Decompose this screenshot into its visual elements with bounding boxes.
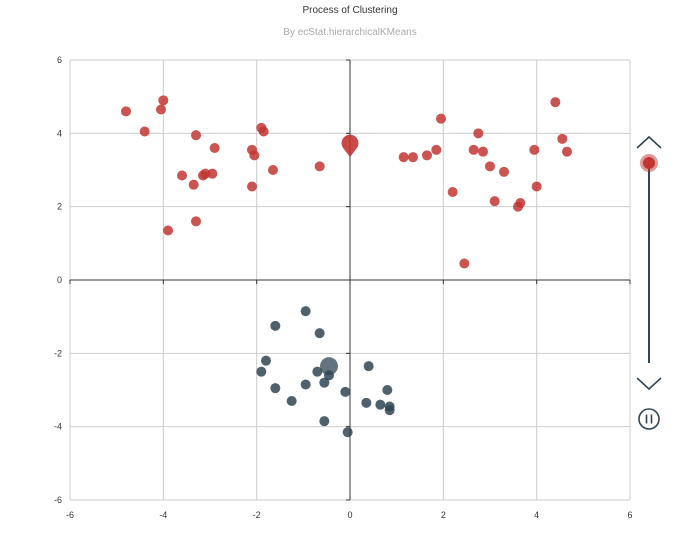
data-point bbox=[312, 366, 323, 377]
data-point bbox=[478, 146, 488, 157]
data-point bbox=[473, 128, 484, 139]
centroid-marker bbox=[341, 134, 359, 158]
data-point bbox=[447, 187, 458, 197]
data-point bbox=[163, 225, 173, 236]
data-point bbox=[207, 168, 218, 179]
data-point bbox=[270, 320, 281, 331]
data-point bbox=[557, 133, 568, 144]
x-tick-label: 2 bbox=[441, 510, 446, 520]
data-point bbox=[431, 144, 442, 155]
data-point bbox=[286, 396, 297, 406]
data-point bbox=[188, 179, 199, 190]
data-point bbox=[300, 379, 311, 390]
timeline-control bbox=[636, 135, 662, 430]
x-tick-label: 0 bbox=[347, 510, 352, 520]
y-tick-label: 4 bbox=[57, 128, 62, 138]
y-tick-label: 2 bbox=[57, 202, 62, 212]
chevron-up-icon[interactable] bbox=[636, 135, 662, 149]
data-points bbox=[121, 95, 572, 438]
y-tick-label: 6 bbox=[57, 55, 62, 65]
data-point bbox=[485, 161, 495, 172]
data-point bbox=[270, 383, 281, 394]
chevron-down-icon[interactable] bbox=[636, 377, 662, 391]
data-point bbox=[300, 306, 311, 317]
data-point bbox=[422, 150, 432, 161]
data-point bbox=[191, 130, 201, 141]
data-point bbox=[375, 399, 386, 410]
data-point bbox=[529, 144, 540, 155]
data-point bbox=[384, 405, 395, 416]
pause-button[interactable] bbox=[638, 408, 660, 430]
data-point bbox=[515, 198, 526, 208]
data-point bbox=[499, 166, 509, 177]
y-tick-label: -2 bbox=[54, 348, 62, 358]
timeline-current-dot bbox=[643, 157, 655, 169]
axes bbox=[69, 59, 631, 501]
chart-subtitle: By ecStat.hierarchicalKMeans bbox=[283, 27, 417, 38]
data-point bbox=[363, 361, 374, 372]
centroid-marker bbox=[320, 357, 338, 376]
data-point bbox=[361, 397, 372, 408]
x-tick-label: -6 bbox=[66, 510, 74, 520]
data-point bbox=[249, 150, 260, 161]
data-point bbox=[468, 144, 479, 155]
data-point bbox=[531, 181, 542, 192]
data-point bbox=[562, 146, 572, 157]
data-point bbox=[177, 170, 187, 181]
data-point bbox=[156, 104, 166, 115]
tick-labels: -6 -4 -2 0 2 4 6 6 4 2 0 -2 -4 -6 bbox=[54, 55, 633, 520]
data-point bbox=[314, 328, 325, 339]
data-point bbox=[268, 165, 278, 175]
pause-icon[interactable] bbox=[638, 408, 660, 430]
x-tick-label: -4 bbox=[159, 510, 167, 520]
data-point bbox=[261, 355, 271, 366]
data-point bbox=[198, 170, 208, 181]
data-point bbox=[139, 126, 150, 137]
data-point bbox=[247, 181, 257, 192]
x-tick-label: -2 bbox=[253, 510, 261, 520]
data-point bbox=[459, 258, 470, 269]
data-point bbox=[342, 427, 353, 438]
data-point bbox=[436, 113, 446, 124]
data-point bbox=[121, 106, 131, 117]
y-tick-label: 0 bbox=[57, 275, 62, 285]
x-tick-label: 4 bbox=[534, 510, 539, 520]
y-tick-label: -4 bbox=[54, 422, 62, 432]
data-point bbox=[382, 385, 393, 395]
y-tick-label: -6 bbox=[54, 495, 62, 505]
x-tick-label: 6 bbox=[627, 510, 632, 520]
data-point bbox=[209, 143, 220, 153]
data-point bbox=[256, 366, 267, 377]
data-point bbox=[258, 126, 269, 137]
data-point bbox=[191, 216, 201, 227]
chart-title: Process of Clustering bbox=[302, 5, 398, 16]
data-point bbox=[408, 152, 418, 163]
data-point bbox=[319, 377, 330, 388]
data-point bbox=[550, 97, 561, 108]
data-point bbox=[319, 416, 330, 427]
data-point bbox=[340, 386, 351, 397]
data-point bbox=[158, 95, 169, 106]
data-point bbox=[489, 196, 500, 207]
data-point bbox=[398, 152, 409, 163]
data-point bbox=[314, 161, 325, 172]
